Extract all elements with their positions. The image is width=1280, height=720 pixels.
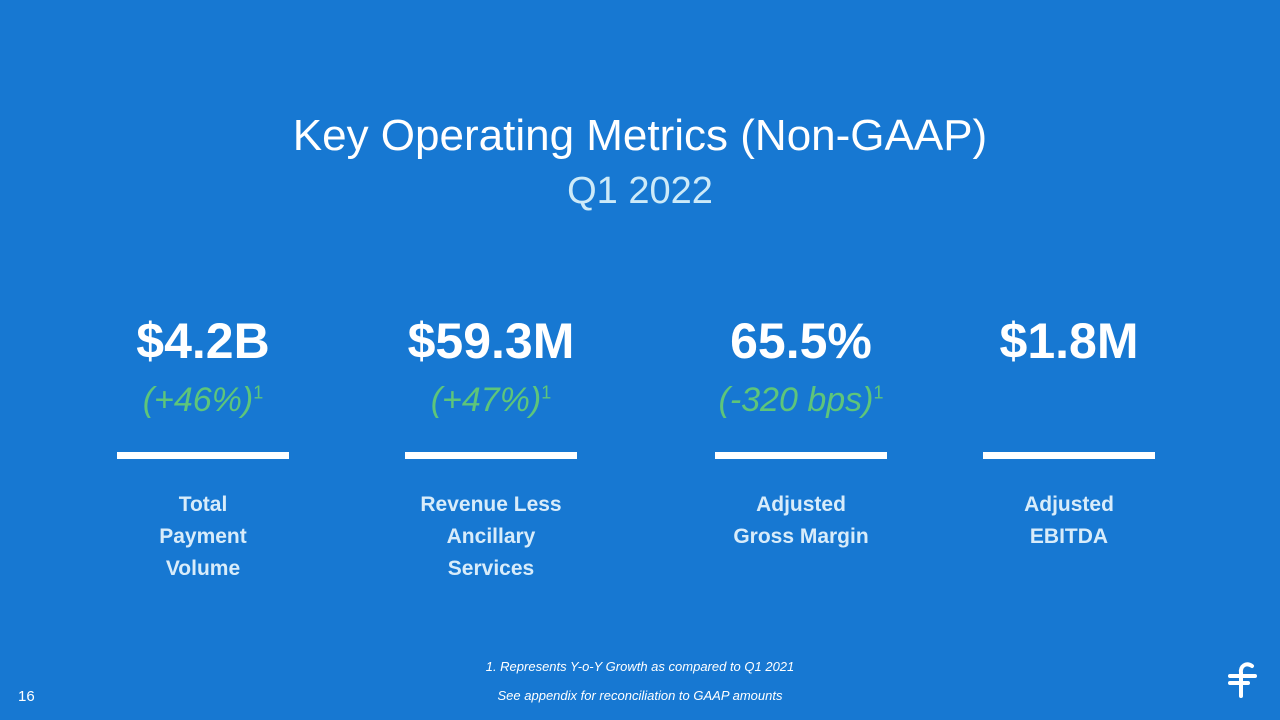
metric-label-line: Volume [165, 557, 241, 580]
metric-label-line: EBITDA [1029, 525, 1109, 548]
metric-value: $4.2B [136, 313, 270, 369]
metric-change: (+46%)1 [83, 380, 323, 420]
metric-adjusted-gross-margin: 65.5% (-320 bps)1 Adjusted Gross Margin [681, 310, 921, 553]
metric-divider [715, 452, 887, 459]
metric-label: Revenue Less Ancillary Services [371, 489, 611, 585]
brand-logo-icon [1226, 660, 1260, 700]
metric-change [949, 380, 1189, 420]
metric-label: Adjusted Gross Margin [681, 489, 921, 553]
metric-total-payment-volume: $4.2B (+46%)1 Total Payment Volume [83, 310, 323, 585]
slide-subtitle: Q1 2022 [567, 170, 713, 212]
metric-label-line: Adjusted [756, 493, 846, 516]
footnote-growth: 1. Represents Y-o-Y Growth as compared t… [485, 659, 795, 674]
metric-label-line: Ancillary [446, 525, 536, 548]
footnote-mark: 1 [253, 382, 264, 403]
metric-change-text: (+47%) [430, 381, 542, 419]
metric-divider [983, 452, 1155, 459]
metric-change: (-320 bps)1 [681, 380, 921, 420]
metric-divider [405, 452, 577, 459]
metric-value: 65.5% [730, 313, 872, 369]
footnote-mark: 1 [541, 382, 552, 403]
metric-revenue-less-ancillary: $59.3M (+47%)1 Revenue Less Ancillary Se… [371, 310, 611, 585]
footnote-appendix: See appendix for reconciliation to GAAP … [497, 688, 783, 703]
metric-label-line: Total [178, 493, 228, 516]
metric-change-text: (+46%) [142, 381, 254, 419]
metric-label: Total Payment Volume [83, 489, 323, 585]
metric-label-line: Revenue Less [420, 493, 562, 516]
metric-value: $59.3M [407, 313, 575, 369]
metric-label-line: Payment [159, 525, 247, 548]
metric-change-text: (-320 bps) [718, 381, 874, 419]
metric-value: $1.8M [999, 313, 1139, 369]
metric-label: Adjusted EBITDA [949, 489, 1189, 553]
brand-logo-icon-svg [1228, 662, 1257, 698]
page-number: 16 [18, 688, 35, 705]
footnote-mark: 1 [873, 382, 884, 403]
metric-label-line: Gross Margin [733, 525, 869, 548]
metric-label-line: Services [447, 557, 535, 580]
metric-divider [117, 452, 289, 459]
metric-adjusted-ebitda: $1.8M Adjusted EBITDA [949, 310, 1189, 553]
slide-title: Key Operating Metrics (Non-GAAP) [292, 111, 988, 160]
metric-change: (+47%)1 [371, 380, 611, 420]
metric-label-line: Adjusted [1024, 493, 1114, 516]
